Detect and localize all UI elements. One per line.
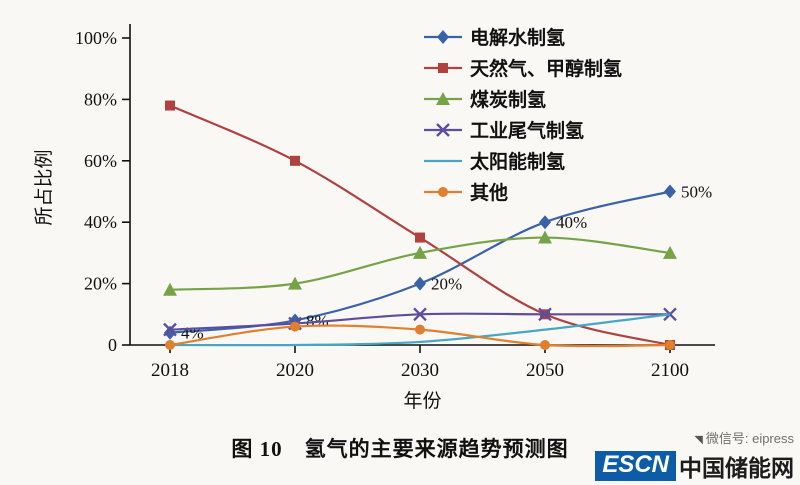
x-tick-label: 2050 xyxy=(526,360,564,381)
legend-item: 太阳能制氢 xyxy=(424,150,565,173)
legend-label: 其他 xyxy=(470,181,508,204)
legend-item: 电解水制氢 xyxy=(424,26,565,49)
wechat-icon: ◥ xyxy=(694,434,703,446)
legend-item: 煤炭制氢 xyxy=(424,88,546,111)
y-axis-title: 所占比例 xyxy=(33,149,55,225)
x-tick-label: 2018 xyxy=(151,360,189,381)
legend-item: 其他 xyxy=(424,181,508,204)
x-tick-label: 2030 xyxy=(401,360,439,381)
point-label: 20% xyxy=(431,275,462,294)
legend-label: 天然气、甲醇制氢 xyxy=(470,57,622,80)
y-tick-label: 80% xyxy=(84,89,117,109)
escn-logo-box: ESCN xyxy=(595,451,676,481)
watermark: ◥ 微信号: eipress ESCN 中国储能网 xyxy=(595,428,794,483)
legend-item: 工业尾气制氢 xyxy=(424,119,584,142)
figure-caption: 图 10 氢气的主要来源趋势预测图 xyxy=(231,437,569,461)
legend-label: 电解水制氢 xyxy=(470,26,565,49)
legend-label: 太阳能制氢 xyxy=(470,150,565,173)
y-tick-label: 20% xyxy=(84,274,117,294)
escn-logo-text: 中国储能网 xyxy=(679,455,794,481)
x-tick-label: 2100 xyxy=(651,360,689,381)
axes: 0 20% 40% 60% 80% 100% 2018 2020 2030 2050 2100 年份 所… xyxy=(33,24,715,412)
point-label: 50% xyxy=(681,183,712,202)
caption-row: 图 10 氢气的主要来源趋势预测图 xyxy=(0,423,800,463)
y-tick-label: 100% xyxy=(75,28,117,48)
x-axis-title: 年份 xyxy=(403,390,441,412)
y-tick-label: 0 xyxy=(108,335,117,355)
legend-label: 煤炭制氢 xyxy=(470,88,546,111)
legend-label: 工业尾气制氢 xyxy=(470,119,584,142)
series-line-5 xyxy=(165,321,675,350)
line-chart: 0 20% 40% 60% 80% 100% 2018 2020 2030 2050 2100 年份 所… xyxy=(33,24,715,412)
escn-logo: ESCN 中国储能网 xyxy=(595,449,794,483)
series-line-2 xyxy=(163,230,677,296)
wechat-id-label: 微信号: eipress xyxy=(705,431,794,446)
point-label: 40% xyxy=(556,213,587,232)
wechat-line: ◥ 微信号: eipress xyxy=(595,428,794,447)
legend-item: 天然气、甲醇制氢 xyxy=(424,57,622,80)
series-line-4 xyxy=(169,313,671,347)
y-tick-label: 40% xyxy=(84,212,117,232)
y-tick-label: 60% xyxy=(84,151,117,171)
x-tick-label: 2020 xyxy=(276,360,314,381)
series-line-1 xyxy=(165,100,675,350)
